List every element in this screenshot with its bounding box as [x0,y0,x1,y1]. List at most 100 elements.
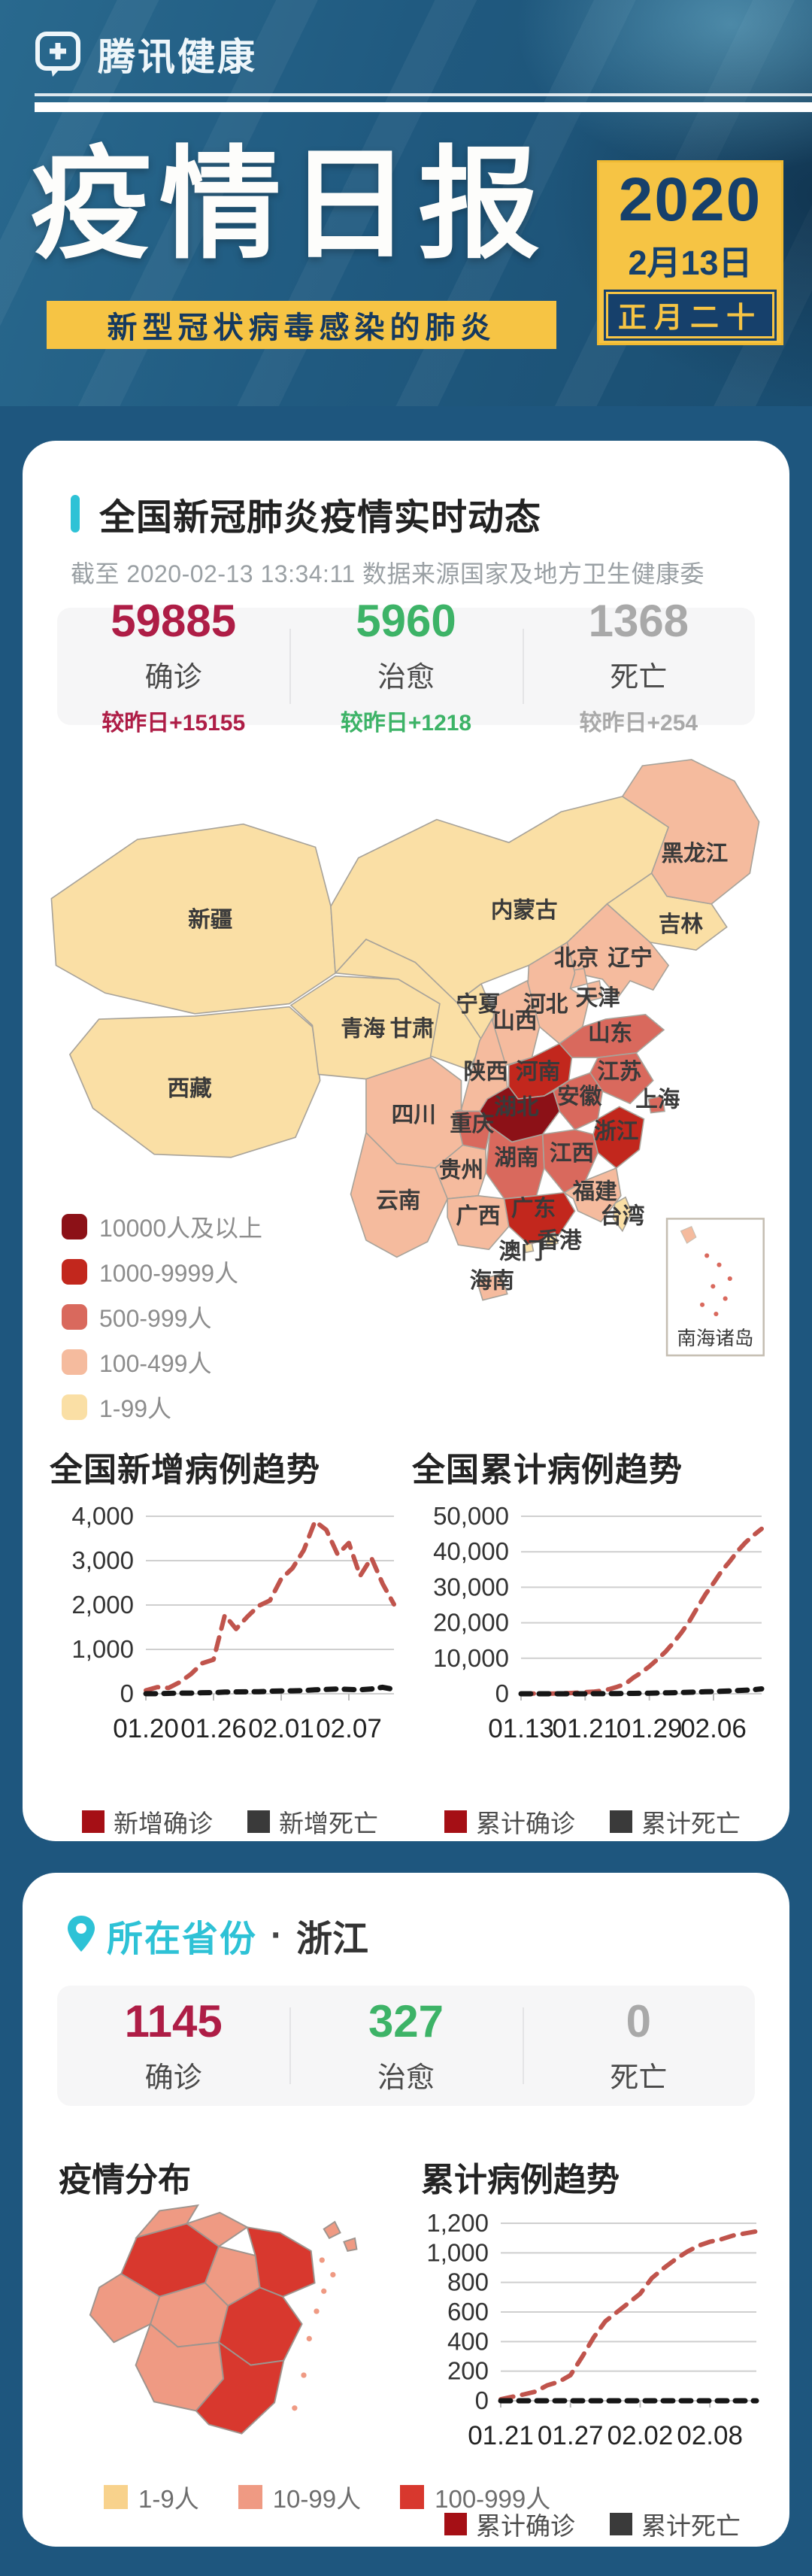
legend-item: 新增死亡 [247,1804,378,1840]
legend-label: 累计确诊 [476,1810,575,1837]
stat-cured-delta: 较昨日+1218 [340,710,472,736]
province-label: 澳门 [499,1239,544,1264]
map-legend-label: 100-499人 [99,1350,212,1377]
stat-cured: 5960 治愈 较昨日+1218 [289,596,522,736]
province-stats-panel: 1145 确诊 327 治愈 0 死亡 [57,1986,755,2106]
stat-deaths: 0 死亡 [522,1986,755,2106]
lunar-date: 正月二十 [617,302,762,335]
date-box: 2020 2月13日 正月二十 [597,160,783,345]
stat-confirmed-delta: 较昨日+15155 [102,710,246,736]
stat-confirmed-label: 确诊 [144,661,202,693]
svg-text:01.29: 01.29 [617,1714,683,1743]
svg-text:1,200: 1,200 [426,2213,489,2237]
province-label: 江西 [550,1141,594,1166]
province-label: 广西 [456,1204,500,1229]
svg-text:0: 0 [475,2386,489,2414]
province-label: 安徽 [557,1084,602,1109]
province-label: 湖北 [494,1095,539,1120]
province-total-cases-legend: 累计确诊 累计死亡 [412,2506,773,2542]
province-shape [586,979,604,1002]
location-pin-icon [66,1914,96,1957]
svg-text:1,000: 1,000 [426,2238,489,2266]
svg-text:30,000: 30,000 [433,1573,509,1601]
stat-cured-value: 327 [368,1995,444,2047]
province-label: 天津 [576,986,620,1011]
date-monthday: 2月13日 [628,243,753,282]
national-section-header: 全国新冠肺炎疫情实时动态 [71,487,541,540]
stat-cured-label: 治愈 [377,2062,435,2094]
province-label: 江苏 [597,1060,641,1085]
province-shape [621,759,760,905]
province-label: 台湾 [600,1203,645,1229]
stat-cured: 327 治愈 [289,1986,522,2106]
national-new-cases-chart-title: 全国新增病例趋势 [50,1452,320,1488]
svg-text:200: 200 [447,2357,489,2385]
province-label: 上海 [635,1087,680,1112]
svg-text:3,000: 3,000 [71,1546,134,1574]
map-legend-swatch [62,1304,87,1330]
stat-confirmed-value: 59885 [111,595,237,646]
svg-text:800: 800 [447,2268,489,2296]
province-card: 所在省份 · 浙江 1145 确诊 327 治愈 0 死亡 疫情分布 累计病例趋… [23,1873,789,2547]
province-shape [592,1106,645,1170]
province-label: 山东 [588,1021,632,1046]
province-label: 吉林 [659,912,704,937]
national-section-title: 全国新冠肺炎疫情实时动态 [99,498,542,538]
city-shape [195,2341,285,2435]
national-total-cases-chart-title: 全国累计病例趋势 [412,1452,683,1488]
inset-label: 南海诸岛 [677,1328,753,1349]
svg-text:01.20: 01.20 [113,1714,179,1743]
tencent-health-logo-icon [35,31,84,77]
svg-text:01.26: 01.26 [180,1714,247,1743]
legend-item: 累计确诊 [444,2506,575,2542]
legend-item: 累计死亡 [610,2506,741,2542]
map-legend-item: 1000-9999人 [62,1255,262,1289]
map-legend-swatch [238,2485,262,2509]
national-new-cases-legend: 新增确诊 新增死亡 [50,1804,411,1840]
svg-text:01.27: 01.27 [538,2421,604,2450]
stat-cured-label: 治愈 [377,661,435,693]
svg-text:600: 600 [447,2298,489,2326]
province-shape [558,1014,665,1058]
province-label: 北京 [554,945,598,971]
map-legend-item: 100-499人 [62,1345,262,1379]
province-shape [350,1131,449,1258]
accent-bar [71,495,80,532]
province-label: 浙江 [594,1119,638,1144]
legend-swatch-deaths [610,2513,632,2535]
province-label: 内蒙古 [491,898,558,923]
svg-text:01.21: 01.21 [553,1714,619,1743]
province-label: 重庆 [450,1112,495,1136]
svg-text:10,000: 10,000 [433,1644,509,1672]
national-total-cases-plot: 010,00020,00030,00040,00050,00001.1301.2… [433,1506,765,1743]
china-map-legend: 10000人及以上 1000-9999人 500-999人 100-499人 1… [62,1209,262,1425]
city-shape [134,2204,200,2239]
svg-text:1,000: 1,000 [71,1635,134,1663]
stat-deaths-label: 死亡 [610,2062,668,2094]
province-shape [612,1196,633,1233]
legend-label: 累计确诊 [476,2512,575,2540]
trend-title: 累计病例趋势 [421,2162,620,2198]
brand-name: 腾讯健康 [98,36,257,78]
svg-text:400: 400 [447,2327,489,2355]
svg-text:20,000: 20,000 [433,1609,509,1637]
province-label: 黑龙江 [661,842,728,866]
province-label: 辽宁 [607,945,652,971]
province-shape [447,1194,510,1251]
legend-swatch-confirmed [82,1810,105,1833]
province-shape [68,1006,321,1158]
map-legend-label: 10-99人 [272,2485,362,2513]
svg-text:0: 0 [120,1679,134,1707]
svg-text:02.02: 02.02 [607,2421,674,2450]
map-legend-swatch [104,2485,128,2509]
map-legend-label: 100-999人 [435,2485,551,2513]
city-shape [323,2220,358,2252]
province-shape [503,1191,576,1246]
province-label: 新疆 [188,908,232,933]
page-subtitle: 新型冠状病毒感染的肺炎 [107,311,496,344]
brand: 腾讯健康 [35,27,257,81]
stat-deaths-label: 死亡 [610,661,668,693]
national-card: 全国新冠肺炎疫情实时动态 截至 2020-02-13 13:34:11 数据来源… [23,441,789,1841]
